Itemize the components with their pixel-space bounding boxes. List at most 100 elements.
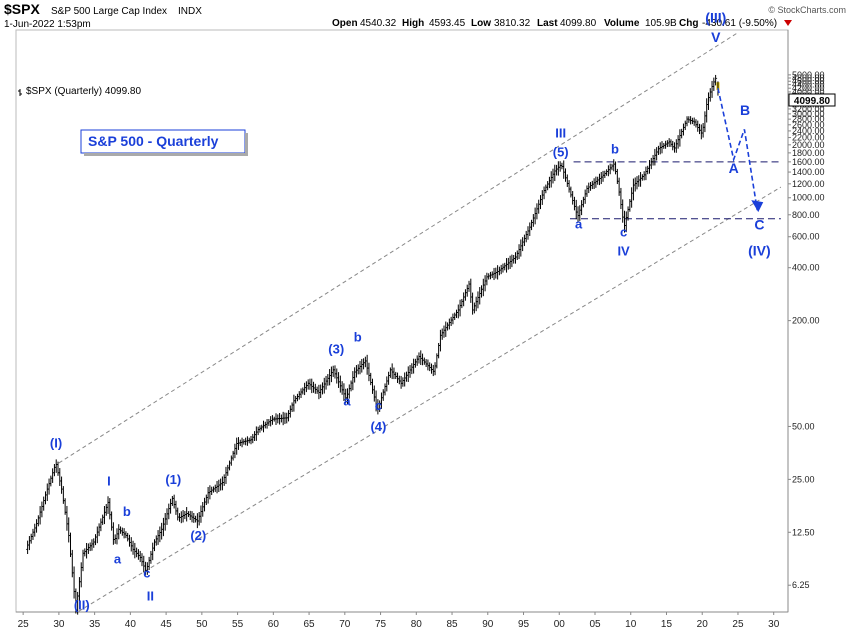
wave-label: I	[107, 474, 111, 489]
last-price-box	[788, 93, 836, 107]
y-tick-label: 4400.00	[792, 80, 825, 90]
channel-lower-line	[78, 186, 782, 612]
wave-label: II	[147, 589, 154, 604]
price-bars	[26, 74, 720, 615]
x-tick-label: 10	[625, 619, 637, 630]
copyright-text: © StockCharts.com	[768, 5, 846, 15]
wave-label: V	[711, 29, 721, 45]
x-tick-label: 45	[161, 619, 173, 630]
x-tick-label: 20	[697, 619, 709, 630]
wave-label: B	[740, 102, 750, 118]
projection-arrowhead-icon	[751, 200, 764, 213]
x-tick-label: 75	[375, 619, 387, 630]
x-tick-label: 95	[518, 619, 530, 630]
chg-value: -430.61 (-9.50%)	[702, 18, 777, 29]
volume-value: 105.9B	[645, 18, 677, 29]
y-tick-label: 200.00	[792, 316, 820, 326]
low-value: 3810.32	[494, 18, 531, 29]
x-tick-label: 40	[125, 619, 137, 630]
x-tick-label: 70	[339, 619, 351, 630]
x-tick-label: 65	[304, 619, 316, 630]
low-label: Low	[471, 18, 491, 29]
x-tick-label: 25	[732, 619, 744, 630]
x-tick-label: 25	[18, 619, 30, 630]
index-name: S&P 500 Large Cap Index	[51, 6, 167, 17]
wave-label: (I)	[50, 435, 62, 450]
y-tick-label: 50.00	[792, 421, 815, 431]
projection-line	[717, 88, 759, 211]
wave-label: (IV)	[748, 242, 771, 258]
x-tick-label: 30	[53, 619, 65, 630]
y-tick-label: 1000.00	[792, 193, 825, 203]
chg-label: Chg	[679, 18, 698, 29]
wave-label: b	[354, 330, 362, 345]
y-tick-label: 2600.00	[792, 120, 825, 130]
y-tick-label: 3000.00	[792, 109, 825, 119]
open-value: 4540.32	[360, 18, 397, 29]
channel-upper-line	[58, 32, 739, 464]
wave-label: a	[343, 393, 351, 408]
x-tick-label: 85	[446, 619, 458, 630]
y-tick-label: 2200.00	[792, 133, 825, 143]
y-tick-label: 2000.00	[792, 140, 825, 150]
y-tick-label: 1200.00	[792, 179, 825, 189]
y-tick-label: 1600.00	[792, 157, 825, 167]
x-tick-label: 30	[768, 619, 780, 630]
x-axis-ticks: 25 30 35 40 45 50 55 60 65 70 75 80 85 90 95 00 05 10 15 20…	[18, 612, 780, 630]
wave-label: (III)	[705, 10, 726, 26]
x-tick-label: 50	[196, 619, 208, 630]
y-tick-label: 5000.00	[792, 70, 825, 80]
channel-lines	[58, 32, 782, 612]
y-tick-label: 3200.00	[792, 104, 825, 114]
wave-label: (4)	[370, 419, 386, 434]
wave-label: c	[620, 225, 627, 240]
last-price-label: 4099.80	[794, 96, 831, 107]
x-tick-label: 15	[661, 619, 673, 630]
y-tick-label: 4000.00	[792, 87, 825, 97]
y-tick-label: 2800.00	[792, 114, 825, 124]
wave-label: IV	[617, 243, 630, 258]
wave-label: (1)	[165, 472, 181, 487]
y-tick-label: 800.00	[792, 210, 820, 220]
high-label: High	[402, 18, 424, 29]
wave-labels: (I) (II) Ia b c II (1) (2) (3) a b c (4) III (5) a b c IV (…	[50, 10, 771, 613]
y-tick-label: 4200.00	[792, 83, 825, 93]
chart-title-shadow-bottom	[84, 153, 248, 156]
y-tick-label: 600.00	[792, 232, 820, 242]
x-tick-label: 80	[411, 619, 423, 630]
wave-label: (5)	[553, 144, 569, 159]
x-tick-label: 05	[589, 619, 601, 630]
date-text: 1-Jun-2022 1:53pm	[4, 19, 91, 30]
guide-lines	[569, 161, 781, 220]
y-axis-ticks: 6.25 12.50 25.00 50.00 200.00 400.00 600.00 800…	[788, 70, 825, 590]
wave-label: C	[754, 216, 764, 232]
wave-label: (3)	[328, 342, 344, 357]
y-tick-label: 1800.00	[792, 148, 825, 158]
y-tick-label: 1400.00	[792, 167, 825, 177]
plot-frame	[15, 29, 789, 613]
high-value: 4593.45	[429, 18, 466, 29]
chart-title: S&P 500 - Quarterly	[88, 133, 219, 149]
wave-label: III	[555, 126, 566, 141]
x-tick-label: 00	[554, 619, 566, 630]
projection-path	[717, 88, 764, 213]
exchange-text: INDX	[178, 6, 202, 17]
y-tick-label: 400.00	[792, 263, 820, 273]
y-tick-label: 4800.00	[792, 73, 825, 83]
wave-label: b	[123, 504, 131, 519]
last-value: 4099.80	[560, 18, 597, 29]
x-tick-label: 55	[232, 619, 244, 630]
y-tick-label: 12.50	[792, 527, 815, 537]
chart-title-shadow	[245, 133, 248, 156]
wave-label: A	[729, 160, 739, 176]
y-tick-label: 25.00	[792, 474, 815, 484]
symbol-text: $SPX	[4, 1, 40, 17]
y-tick-label: 6.25	[792, 580, 810, 590]
wave-label: a	[114, 552, 122, 567]
wave-label: (II)	[74, 597, 90, 612]
down-triangle-icon	[784, 20, 792, 26]
y-tick-label: 2400.00	[792, 126, 825, 136]
wave-label: a	[575, 216, 583, 231]
wave-label: b	[611, 142, 619, 157]
